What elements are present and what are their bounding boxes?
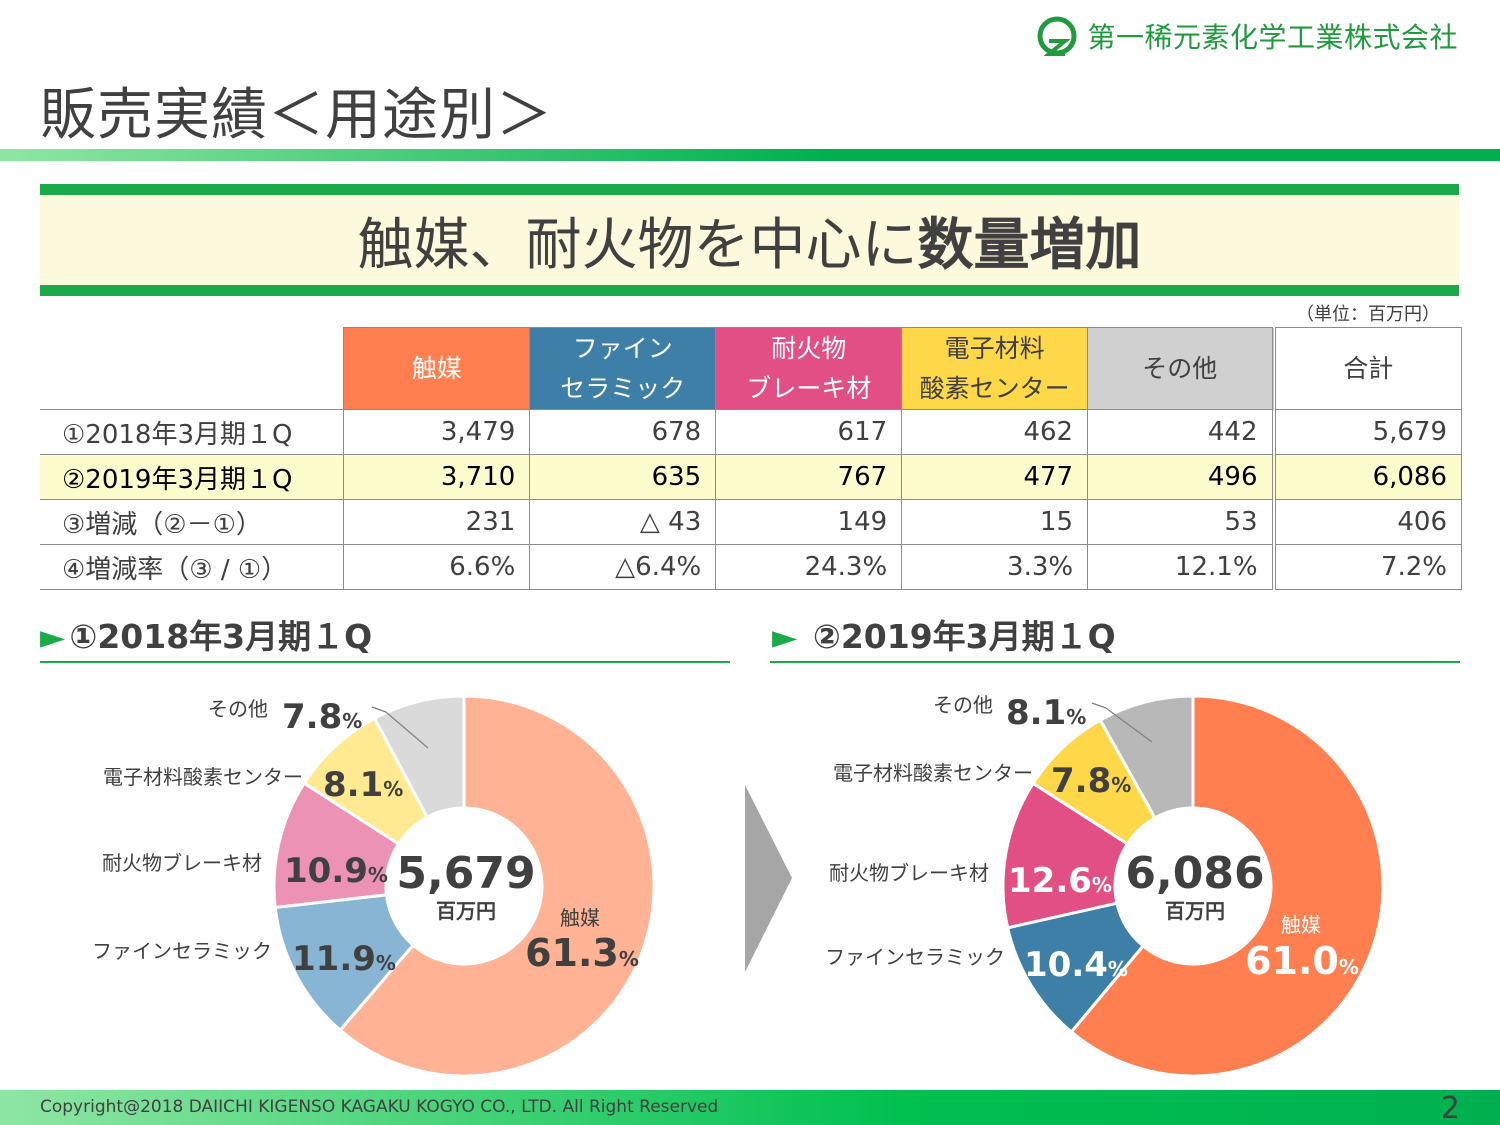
table-cell: 231 — [343, 499, 531, 545]
headline-banner: 触媒、耐火物を中心に 数量増加 — [40, 184, 1459, 296]
pie-slice-value: 61.3% — [525, 931, 639, 975]
page-title: 販売実績＜用途別＞ — [40, 83, 553, 148]
table-cell: 7.2% — [1271, 544, 1462, 590]
table-cell: 12.1% — [1087, 544, 1275, 590]
table-cell: 6.6% — [343, 544, 531, 590]
table-cell: 496 — [1087, 454, 1275, 500]
pie-slice-label: 触媒 — [560, 906, 600, 930]
copyright: Copyright@2018 DAIICHI KIGENSO KAGAKU KO… — [40, 1097, 719, 1117]
pie-slice-label: 耐火物ブレーキ材 — [102, 851, 262, 875]
company-logo: 第一稀元素化学工業株式会社 — [1035, 14, 1458, 58]
banner-text: 触媒、耐火物を中心に — [357, 212, 918, 278]
pie-slice-label: 電子材料酸素センター — [103, 765, 303, 789]
table-cell: △6.4% — [529, 544, 717, 590]
table-cell: 149 — [715, 499, 903, 545]
header-corner — [40, 327, 344, 410]
table-cell: 477 — [901, 454, 1089, 500]
company-logo-icon — [1037, 16, 1077, 56]
triangle-right-icon: ► — [40, 617, 66, 656]
header-refractory: 耐火物 ブレーキ材 — [715, 327, 903, 410]
pie-slice-label: その他 — [208, 697, 268, 721]
chart-1-title: ①2018年3月期１Q — [69, 617, 373, 656]
table-header-row: 触媒 ファイン セラミック 耐火物 ブレーキ材 電子材料 酸素センター その他 合計 — [40, 327, 1462, 410]
pie-center-value: 6,086 — [1125, 848, 1264, 899]
chart-1-heading: ► ①2018年3月期１Q — [40, 610, 372, 658]
footer-bar — [0, 1090, 1500, 1125]
chart-2-heading: ► ②2019年3月期１Q — [772, 610, 1116, 658]
pie-slice-label: その他 — [933, 693, 993, 717]
pie-slice-value: 10.4% — [1024, 945, 1128, 985]
chart-2-title: ②2019年3月期１Q — [812, 617, 1116, 656]
pie-slice — [338, 694, 656, 1078]
header-electronic: 電子材料 酸素センター — [901, 327, 1089, 410]
pie-slice-label: ファインセラミック — [825, 945, 1005, 969]
table-cell: 15 — [901, 499, 1089, 545]
pie-slice-label: ファインセラミック — [92, 939, 272, 963]
unit-note: （単位：百万円） — [1296, 304, 1440, 325]
page-number: 2 — [1440, 1091, 1460, 1125]
pie-center-unit: 百万円 — [1165, 899, 1225, 923]
table-cell: 678 — [529, 409, 717, 455]
pie-slice — [273, 893, 416, 1033]
row-label: ①2018年3月期１Q — [40, 409, 345, 455]
pie-slice-label: 耐火物ブレーキ材 — [829, 861, 989, 885]
table-cell: 635 — [529, 454, 717, 500]
pie-slice — [1001, 781, 1130, 930]
company-name: 第一稀元素化学工業株式会社 — [1087, 21, 1458, 54]
table-cell: 24.3% — [715, 544, 903, 590]
banner-emphasis: 数量増加 — [917, 212, 1142, 278]
row-label: ③増減（②－①） — [40, 499, 345, 545]
pie-slice — [372, 694, 466, 820]
table-cell: 3,710 — [343, 454, 531, 500]
pie-slice — [1098, 694, 1195, 820]
pie-slice-value: 11.9% — [292, 939, 396, 979]
table-row: ③増減（②－①） 231 △ 43 149 15 53 406 — [40, 499, 1462, 545]
pie-slice-label: 電子材料酸素センター — [833, 761, 1033, 785]
header-other: その他 — [1087, 327, 1275, 410]
table-row: ④増減率（③ / ①） 6.6% △6.4% 24.3% 3.3% 12.1% … — [40, 544, 1462, 590]
table-cell: 442 — [1087, 409, 1275, 455]
table-cell: △ 43 — [529, 499, 717, 545]
header-total: 合計 — [1271, 327, 1462, 410]
header-fine-ceramics: ファイン セラミック — [529, 327, 717, 410]
pie-slice-value: 8.1% — [323, 765, 403, 805]
title-divider — [0, 149, 1500, 161]
table-cell: 767 — [715, 454, 903, 500]
table-cell: 3.3% — [901, 544, 1089, 590]
pie-slice-value: 7.8% — [1051, 761, 1131, 801]
table-cell: 53 — [1087, 499, 1275, 545]
table-cell: 3,479 — [343, 409, 531, 455]
pie-slice-value: 8.1% — [1006, 693, 1086, 733]
table-cell: 6,086 — [1271, 454, 1462, 500]
chart-2-rule — [770, 661, 1460, 663]
pie-slice — [1069, 694, 1385, 1078]
table-cell: 406 — [1271, 499, 1462, 545]
pie-slice-value: 10.9% — [284, 851, 388, 891]
row-label: ②2019年3月期１Q — [40, 454, 345, 500]
table-cell: 5,679 — [1271, 409, 1462, 455]
pie-slice-value: 61.0% — [1245, 939, 1359, 983]
table-row: ①2018年3月期１Q 3,479 678 617 462 442 5,679 — [40, 409, 1462, 455]
table-cell: 617 — [715, 409, 903, 455]
sales-table: 触媒 ファイン セラミック 耐火物 ブレーキ材 電子材料 酸素センター その他 合計 … — [40, 327, 1462, 590]
pie-slice-value: 12.6% — [1008, 861, 1112, 901]
pie-leader-line — [1091, 702, 1153, 743]
row-label: ④増減率（③ / ①） — [40, 544, 345, 590]
pie-center-unit: 百万円 — [436, 899, 496, 923]
chart-1-rule — [40, 661, 730, 663]
pie-leader-line — [371, 706, 429, 749]
header-catalyst: 触媒 — [343, 327, 531, 410]
triangle-right-icon: ► — [772, 617, 798, 656]
pie-slice-label: 触媒 — [1281, 913, 1321, 937]
pie-slice-value: 7.8% — [282, 697, 362, 737]
table-row: ②2019年3月期１Q 3,710 635 767 477 496 6,086 — [40, 454, 1462, 500]
pie-center-value: 5,679 — [396, 848, 535, 899]
table-cell: 462 — [901, 409, 1089, 455]
comparison-arrow-icon — [745, 785, 792, 972]
